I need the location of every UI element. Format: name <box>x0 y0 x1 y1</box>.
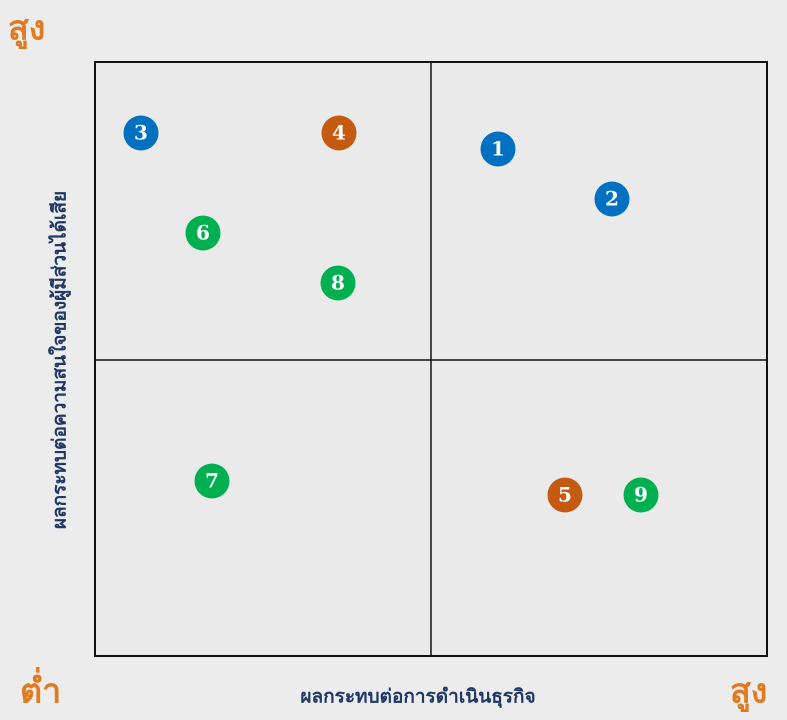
node-circle <box>547 477 583 513</box>
node-circle <box>321 115 357 151</box>
node-label: 8 <box>331 271 345 295</box>
x-high-label: สูง <box>730 672 767 713</box>
node-label: 6 <box>196 221 210 245</box>
node-label: 5 <box>558 483 572 507</box>
node-label: 2 <box>605 187 619 211</box>
node-label: 1 <box>491 137 505 161</box>
y-axis-label: ผลกระทบต่อความสนใจของผู้มีส่วนได้เสีย <box>48 191 72 529</box>
node-circle <box>480 131 516 167</box>
low-label: ต่ำ <box>20 667 61 712</box>
nodes: 1 2 3 4 5 6 7 8 9 <box>123 115 659 513</box>
node-label: 7 <box>205 469 219 493</box>
node-circle <box>194 463 230 499</box>
node-label: 4 <box>332 121 346 145</box>
node-label: 9 <box>634 483 648 507</box>
node-circle <box>623 477 659 513</box>
node-circle <box>123 115 159 151</box>
node-label: 3 <box>134 121 148 145</box>
node-circle <box>185 215 221 251</box>
x-axis-label: ผลกระทบต่อการดำเนินธุรกิจ <box>300 686 535 709</box>
node-circle <box>320 265 356 301</box>
y-high-label: สูง <box>8 9 45 50</box>
node-circle <box>594 181 630 217</box>
